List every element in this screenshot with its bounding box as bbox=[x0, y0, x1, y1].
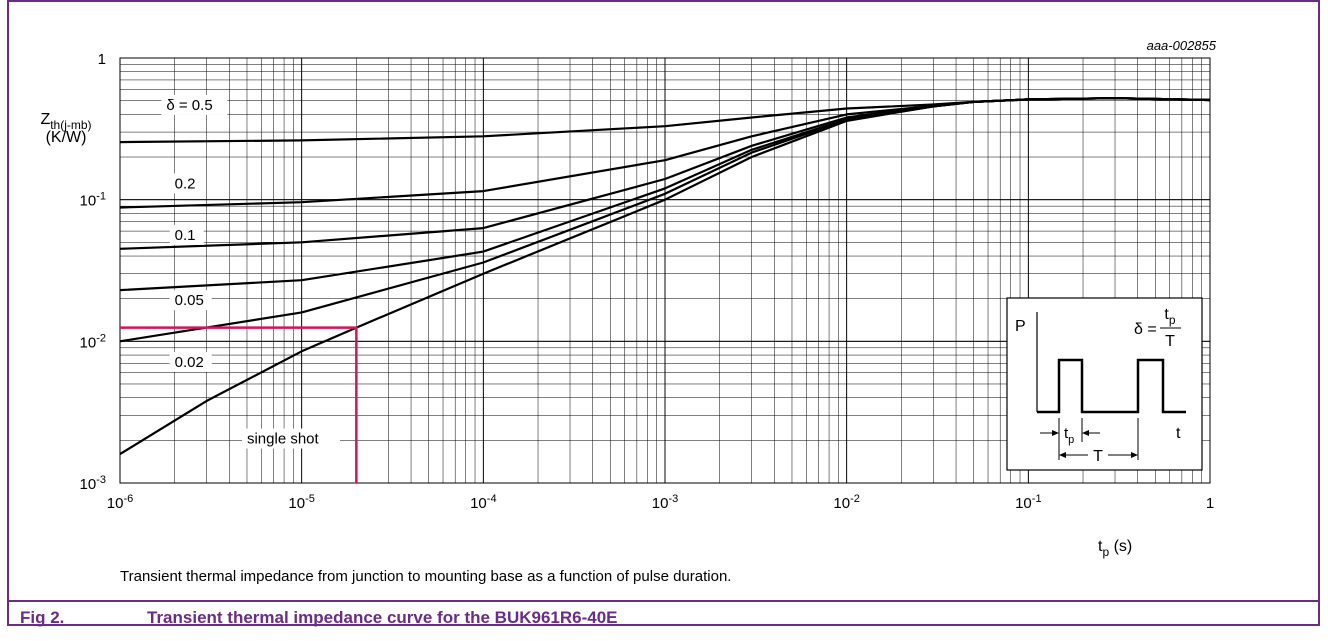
chart-axes bbox=[119, 57, 1211, 484]
series-label-bg bbox=[241, 428, 340, 449]
series-labels: δ = 0.5 0.2 0.1 0.05 0.02 single shot bbox=[161, 94, 340, 449]
series-label: 0.05 bbox=[175, 292, 204, 309]
figure-divider bbox=[7, 600, 1320, 602]
series-label: 0.2 bbox=[175, 175, 196, 192]
inset-pulse-train bbox=[1037, 358, 1186, 414]
y-tick-label: 10-2 bbox=[80, 332, 106, 351]
series-label: 0.1 bbox=[175, 227, 196, 244]
inset-frac-den: T bbox=[1165, 333, 1175, 350]
series-label: 0.02 bbox=[175, 354, 204, 371]
y-tick-label: 1 bbox=[98, 51, 106, 68]
inset-tp-label: tp bbox=[1064, 425, 1074, 446]
y-tick-label: 10-1 bbox=[80, 191, 106, 210]
y-axis-unit: (K/W) bbox=[46, 129, 87, 146]
figure-label: Fig 2. bbox=[20, 608, 65, 627]
x-tick-label: 10-2 bbox=[833, 493, 859, 512]
inset-t-label: t bbox=[1176, 425, 1181, 442]
x-tick-label: 10-5 bbox=[288, 493, 314, 512]
series-label-bg bbox=[169, 224, 204, 245]
data-series bbox=[119, 97, 1211, 456]
series-label: δ = 0.5 bbox=[166, 97, 212, 114]
x-tick-label: 1 bbox=[1206, 495, 1214, 512]
x-axis-label: tp (s) bbox=[1098, 538, 1132, 559]
inset-box bbox=[1006, 297, 1203, 471]
x-tick-label: 10-1 bbox=[1015, 493, 1041, 512]
series-label-bg bbox=[169, 351, 212, 372]
plot-border bbox=[119, 57, 1211, 484]
inset-frac-num: tp bbox=[1164, 306, 1175, 327]
x-tick-label: 10-6 bbox=[107, 493, 133, 512]
x-tick-label: 10-3 bbox=[652, 493, 678, 512]
inset-p-label: P bbox=[1015, 318, 1026, 335]
tick-labels: 10-6 10-5 10-4 10-3 10-2 10-1 1 1 10-1 10-2 10-3 bbox=[80, 51, 1215, 512]
figure-title: Transient thermal impedance curve for th… bbox=[147, 608, 618, 627]
series-label-bg bbox=[169, 290, 212, 311]
thermal-impedance-chart: 10-6 10-5 10-4 10-3 10-2 10-1 1 1 10-1 10-2 10-3 δ… bbox=[40, 38, 1217, 559]
inset-delta: δ = bbox=[1134, 321, 1157, 338]
y-axis-label: Zth(j-mb) bbox=[40, 111, 91, 132]
series-label: single shot bbox=[247, 431, 320, 448]
x-tick-label: 10-4 bbox=[470, 493, 496, 512]
inset-period-label: T bbox=[1093, 448, 1103, 465]
series-line bbox=[119, 97, 1211, 456]
series-label-bg bbox=[169, 173, 204, 194]
figure-frame bbox=[7, 0, 1320, 626]
reference-lines bbox=[120, 326, 358, 483]
y-tick-label: 10-3 bbox=[80, 474, 106, 493]
pulse-inset: P δ = tp T t tp T bbox=[1006, 297, 1203, 471]
figure-description: Transient thermal impedance from junctio… bbox=[120, 568, 732, 585]
series-label-bg bbox=[161, 94, 228, 115]
figure-code: aaa-002855 bbox=[1147, 38, 1217, 53]
reference-marker bbox=[120, 326, 358, 483]
